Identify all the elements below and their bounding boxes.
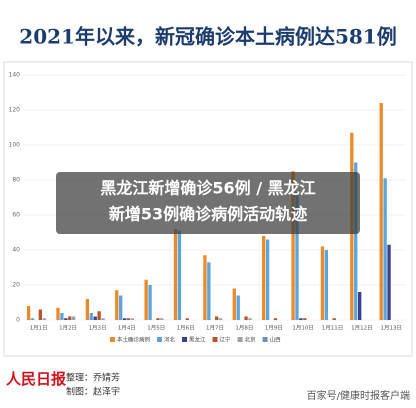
- bar: [324, 250, 329, 320]
- logo: 人民日报: [6, 370, 66, 388]
- bar: [85, 299, 90, 320]
- bar: [232, 288, 236, 320]
- y-tick-label: 0: [16, 317, 20, 324]
- x-tick-label: 1月10日: [292, 325, 314, 332]
- bar: [89, 313, 93, 320]
- bar: [115, 290, 119, 320]
- bar: [30, 318, 35, 320]
- x-tick-label: 1月9日: [265, 325, 283, 332]
- legend-swatch: [262, 337, 268, 342]
- x-tick-label: 1月8日: [235, 325, 253, 332]
- bar: [56, 307, 60, 320]
- bar: [97, 311, 101, 320]
- bar: [299, 318, 303, 320]
- bar: [379, 103, 383, 320]
- legend-swatch: [212, 337, 218, 342]
- x-tick-label: 1月13日: [381, 325, 403, 332]
- watermark: 百家号/健康时报客户端: [307, 389, 410, 402]
- legend-swatch: [237, 337, 243, 342]
- bar: [93, 316, 97, 320]
- x-tick-label: 1月11日: [322, 325, 344, 332]
- bar: [126, 318, 131, 320]
- legend-label: 本土确诊病例: [117, 336, 151, 344]
- bar: [265, 239, 270, 320]
- bar: [295, 192, 299, 320]
- bar: [42, 318, 46, 320]
- overlay-text: 黑龙江新增确诊56例 / 黑龙江: [100, 179, 315, 198]
- bar: [64, 318, 68, 320]
- bar: [248, 318, 252, 320]
- bar: [236, 295, 240, 320]
- bar: [60, 313, 64, 320]
- bar: [291, 171, 295, 320]
- legend-label: 河北: [164, 336, 176, 344]
- x-tick-label: 1月2日: [59, 325, 77, 332]
- bar: [320, 246, 325, 320]
- legend-label: 黑龙江: [189, 336, 206, 344]
- bar: [303, 318, 307, 320]
- bar: [354, 162, 358, 320]
- bar: [177, 230, 182, 320]
- y-tick-label: 20: [12, 282, 20, 289]
- bar: [160, 318, 164, 320]
- bar: [173, 229, 178, 320]
- legend-swatch: [157, 337, 163, 342]
- legend-swatch: [110, 337, 115, 342]
- bar: [185, 318, 189, 320]
- designer: 制图：赵泽宇: [66, 386, 120, 398]
- bar: [144, 279, 148, 320]
- bar: [71, 316, 76, 320]
- legend-label: 山西: [270, 336, 282, 344]
- bar: [119, 295, 123, 320]
- legend-swatch: [182, 337, 188, 342]
- bar: [273, 318, 278, 320]
- bar: [203, 255, 207, 320]
- y-tick-label: 140: [9, 72, 21, 79]
- x-tick-label: 1月3日: [88, 325, 106, 332]
- chart-title: 2021年以来，新冠确诊本土病例达581例: [19, 25, 396, 49]
- overlay-text: 新增53例确诊病例活动轨迹: [109, 205, 307, 224]
- legend-label: 辽宁: [220, 336, 232, 344]
- bar: [244, 316, 248, 320]
- bar: [156, 318, 160, 320]
- bar: [383, 178, 387, 320]
- bar: [122, 318, 127, 320]
- bar: [262, 236, 266, 320]
- x-tick-label: 1月7日: [206, 325, 224, 332]
- x-tick-label: 1月6日: [177, 325, 195, 332]
- overlay-banner: [56, 172, 360, 234]
- bar: [215, 316, 219, 320]
- bar: [387, 244, 391, 320]
- bar: [207, 262, 211, 320]
- bar: [38, 309, 43, 320]
- bar: [358, 292, 362, 320]
- y-tick-label: 100: [9, 142, 21, 149]
- bar: [26, 306, 31, 320]
- bar: [130, 318, 135, 320]
- y-tick-label: 120: [9, 107, 21, 114]
- y-tick-label: 60: [12, 212, 20, 219]
- bar: [332, 318, 336, 320]
- legend-label: 北京: [245, 336, 257, 344]
- y-tick-label: 40: [12, 247, 20, 254]
- bar: [101, 318, 105, 320]
- bar: [218, 318, 223, 320]
- x-tick-label: 1月5日: [147, 325, 165, 332]
- y-tick-label: 80: [12, 177, 20, 184]
- x-tick-label: 1月4日: [118, 325, 136, 332]
- x-tick-label: 1月1日: [30, 325, 48, 332]
- x-tick-label: 1月12日: [351, 325, 373, 332]
- bar: [68, 316, 72, 320]
- bar: [148, 285, 152, 320]
- editor: 整理：乔婧芳: [66, 372, 120, 384]
